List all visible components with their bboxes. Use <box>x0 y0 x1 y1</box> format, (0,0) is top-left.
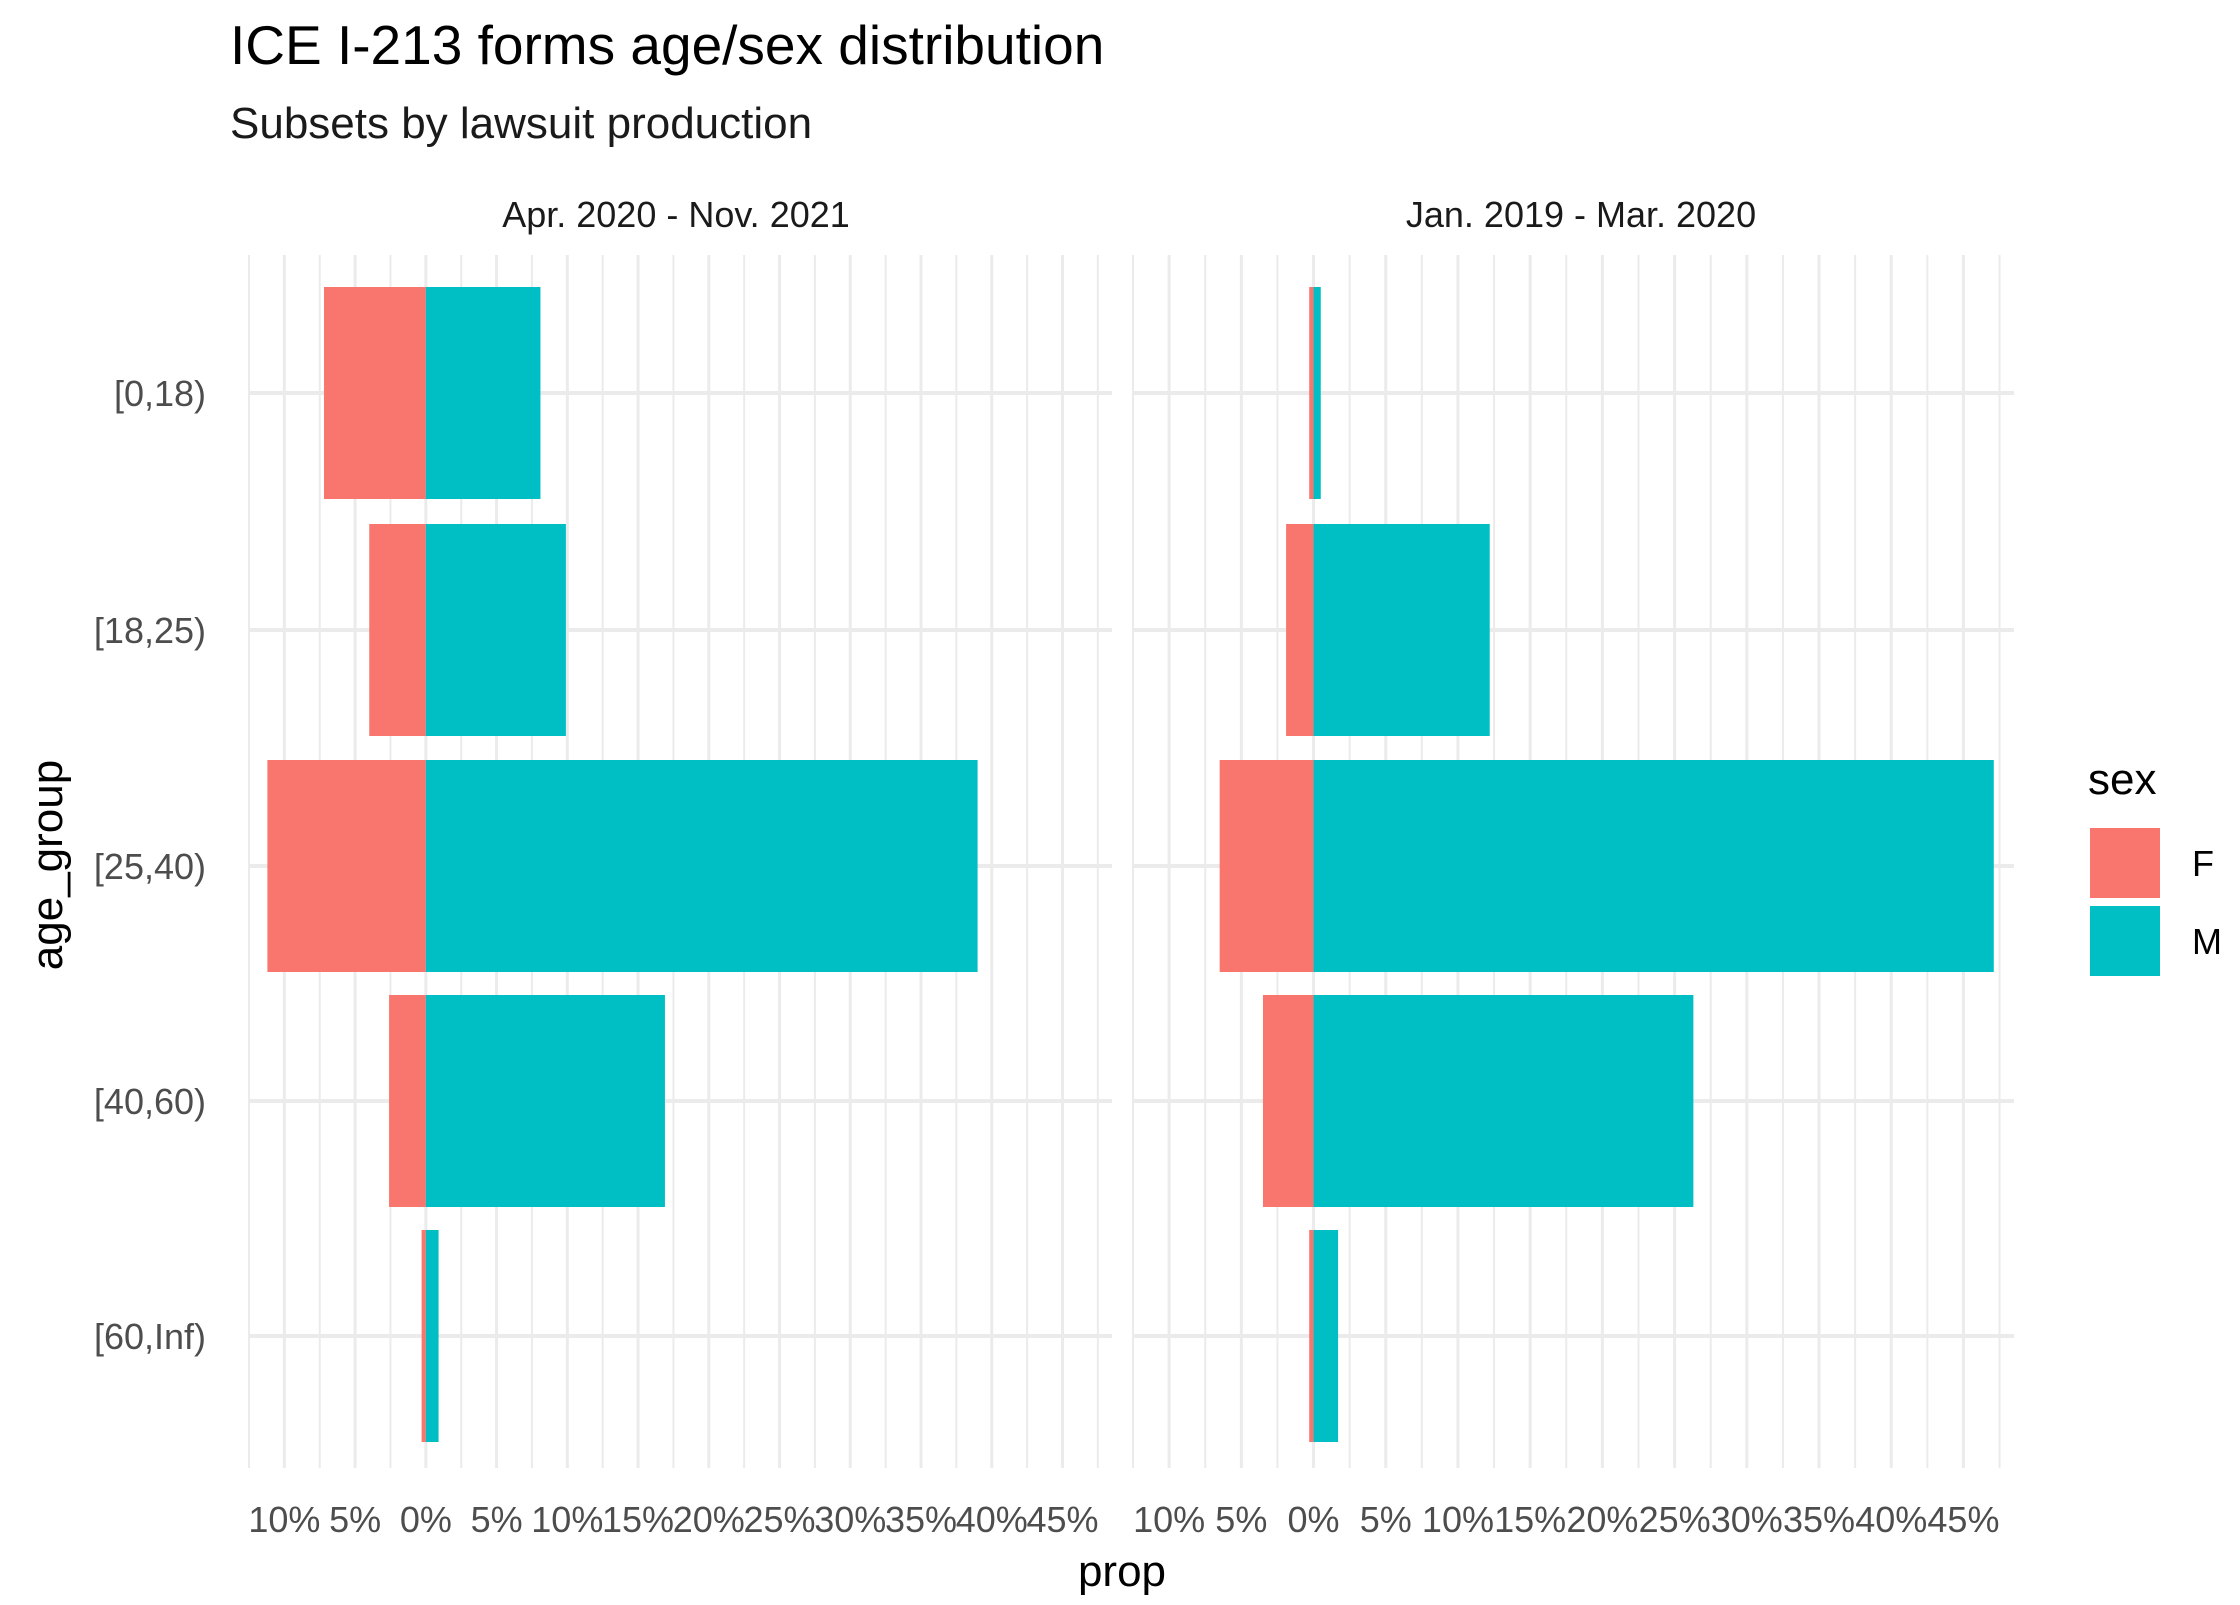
legend-key-f <box>2090 828 2160 898</box>
x-tick-label: 5% <box>1360 1499 1412 1540</box>
x-tick-label: 5% <box>329 1499 381 1540</box>
legend: sex FM <box>2088 755 2222 976</box>
bar-m-1-3 <box>425 760 978 972</box>
bar-m-2-3 <box>1313 760 1994 972</box>
x-tick-label: 30% <box>814 1499 886 1540</box>
facet-panel-2: 10% 5% 0% 5% 10% 15% 20% 25% 30% 35% 40% 45% <box>1132 255 2014 1540</box>
legend-key-m <box>2090 906 2160 976</box>
y-tick-label: [60,Inf) <box>94 1316 206 1357</box>
bar-m-1-2 <box>425 524 566 736</box>
x-tick-label: 45% <box>1026 1499 1098 1540</box>
x-tick-label: 10% <box>248 1499 320 1540</box>
x-tick-label: 10% <box>1133 1499 1205 1540</box>
legend-label-m: M <box>2192 921 2222 962</box>
facet-panel-1: 10% 5% 0% 5% 10%15%20%25%30%35%40%45% <box>248 255 1112 1540</box>
x-tick-label: 10% <box>531 1499 603 1540</box>
y-tick-label: [40,60) <box>94 1081 206 1122</box>
facet-label-1: Apr. 2020 - Nov. 2021 <box>502 194 850 235</box>
x-tick-label: 15% <box>602 1499 674 1540</box>
bar-m-1-4 <box>425 995 665 1207</box>
bar-f-2-4 <box>1262 995 1314 1207</box>
bar-m-2-1 <box>1313 287 1321 499</box>
x-tick-label: 40% <box>1855 1499 1927 1540</box>
y-tick-label: [25,40) <box>94 846 206 887</box>
bar-m-1-1 <box>425 287 541 499</box>
legend-label-f: F <box>2192 843 2214 884</box>
x-tick-label: 40% <box>956 1499 1028 1540</box>
x-tick-label: 35% <box>1783 1499 1855 1540</box>
x-axis-title: prop <box>1078 1547 1166 1596</box>
x-tick-label: 5% <box>471 1499 523 1540</box>
bar-m-2-4 <box>1313 995 1694 1207</box>
x-tick-label: 25% <box>1639 1499 1711 1540</box>
x-tick-label: 25% <box>744 1499 816 1540</box>
bar-f-1-4 <box>389 995 426 1207</box>
x-tick-label: 30% <box>1711 1499 1783 1540</box>
x-tick-label: 5% <box>1215 1499 1267 1540</box>
bar-f-1-1 <box>323 287 426 499</box>
x-tick-label: 15% <box>1494 1499 1566 1540</box>
legend-title: sex <box>2088 755 2156 804</box>
bar-m-2-5 <box>1313 1230 1339 1442</box>
bar-f-2-2 <box>1286 524 1314 736</box>
bar-f-2-1 <box>1309 287 1314 499</box>
bar-f-1-3 <box>267 760 426 972</box>
x-tick-label: 45% <box>1927 1499 1999 1540</box>
x-tick-label: 0% <box>400 1499 452 1540</box>
facet-label-2: Jan. 2019 - Mar. 2020 <box>1406 194 1756 235</box>
x-tick-label: 20% <box>1566 1499 1638 1540</box>
chart-subtitle: Subsets by lawsuit production <box>230 99 812 148</box>
bar-m-1-5 <box>425 1230 439 1442</box>
y-axis-title: age_group <box>23 760 72 970</box>
bar-f-1-2 <box>369 524 426 736</box>
bar-f-2-5 <box>1309 1230 1314 1442</box>
y-tick-label: [18,25) <box>94 610 206 651</box>
chart-panels: 10% 5% 0% 5% 10%15%20%25%30%35%40%45% 10% 5% 0%… <box>94 255 2014 1540</box>
x-tick-label: 20% <box>673 1499 745 1540</box>
bar-f-1-5 <box>421 1230 426 1442</box>
y-tick-label: [0,18) <box>114 373 206 414</box>
x-tick-label: 10% <box>1422 1499 1494 1540</box>
x-tick-label: 35% <box>885 1499 957 1540</box>
bar-m-2-2 <box>1313 524 1490 736</box>
chart-title: ICE I-213 forms age/sex distribution <box>230 14 1104 76</box>
x-tick-label: 0% <box>1288 1499 1340 1540</box>
bar-f-2-3 <box>1219 760 1314 972</box>
